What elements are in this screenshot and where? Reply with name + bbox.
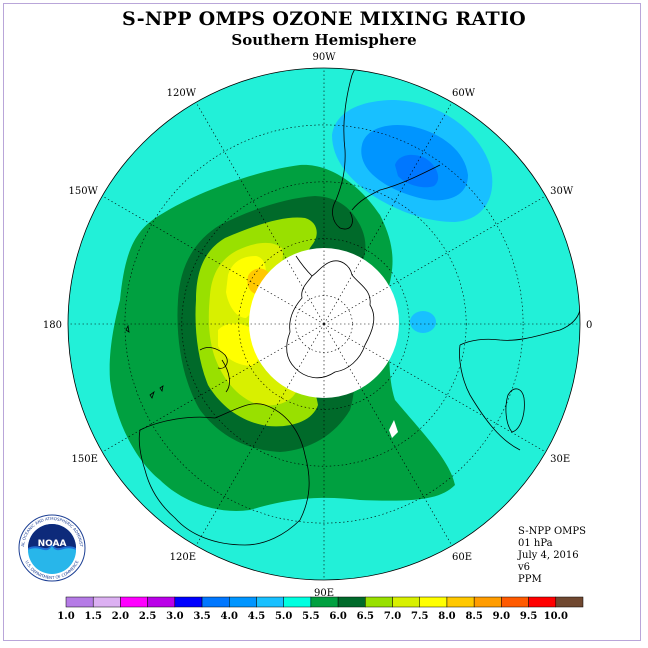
colorbar-swatch: [446, 596, 475, 608]
meridian-line: [323, 323, 546, 453]
info-date: July 4, 2016: [518, 550, 579, 561]
colorbar-swatch: [201, 596, 230, 608]
logo-wave-icon: [28, 546, 76, 574]
contour-3-5-region: [395, 154, 439, 188]
longitude-label: 120E: [170, 552, 196, 563]
longitude-label: 120W: [167, 88, 197, 99]
south-america-coast: [332, 68, 391, 230]
latitude-circle: [181, 181, 467, 467]
colorbar-label: 2.0: [112, 611, 129, 622]
antarctica-coast: [286, 255, 375, 379]
meridian-line: [102, 195, 325, 325]
colorbar-label: 5.0: [275, 611, 292, 622]
meridian-line: [102, 323, 325, 453]
longitude-label: 90W: [312, 52, 336, 63]
colorbar-swatch: [65, 596, 94, 608]
contour-4-5-spot: [410, 311, 436, 333]
colorbar-swatch: [92, 596, 121, 608]
australia-coast: [138, 403, 310, 546]
colorbar-label: 8.0: [438, 611, 455, 622]
colorbar-label: 4.0: [221, 611, 238, 622]
info-block: S-NPP OMPS 01 hPa July 4, 2016 v6 PPM: [518, 526, 586, 586]
new-zealand-coast: [199, 347, 230, 393]
logo-bird-icon: [28, 524, 76, 549]
longitude-label: 0: [586, 320, 592, 331]
longitude-label: 60E: [452, 552, 472, 563]
colorbar-swatch: [392, 596, 420, 608]
colorbar-label: 8.5: [465, 611, 482, 622]
meridian-line: [195, 102, 325, 325]
colorbar-label: 1.0: [57, 611, 74, 622]
colorbar-label: 9.0: [493, 611, 510, 622]
graticule: [68, 68, 580, 580]
colorbar-label: 10.0: [544, 611, 568, 622]
colorbar-label: 2.5: [139, 611, 156, 622]
figure-border: [3, 3, 641, 641]
colorbar-swatch: [365, 596, 393, 608]
info-version: v6: [518, 562, 531, 573]
colorbar-swatch: [174, 596, 203, 608]
colorbar-swatch: [256, 596, 284, 608]
madagascar-coast: [505, 388, 525, 433]
island-coast: [125, 324, 164, 399]
figure-subtitle: Southern Hemisphere: [231, 31, 417, 49]
africa-coast: [459, 309, 580, 451]
colorbar-label: 7.0: [384, 611, 401, 622]
longitude-label: 150W: [69, 186, 99, 197]
longitude-label: 30W: [550, 186, 574, 197]
info-level: 01 hPa: [518, 538, 553, 549]
meridian-line: [323, 323, 453, 546]
colorbar-label: 1.5: [85, 611, 102, 622]
colorbar-labels: 1.0 1.5 2.0 2.5 3.0 3.5 4.0 4.5 5.0 5.5 6.0 6.5 7.0 7…: [57, 611, 568, 622]
colorbar-label: 6.0: [329, 611, 346, 622]
colorbar-label: 6.5: [357, 611, 374, 622]
longitude-label: 180: [43, 320, 62, 331]
longitude-label: 150E: [72, 454, 98, 465]
colorbar-swatch: [528, 596, 557, 608]
longitude-labels: 90W 60W 30W 0 30E 60E 90E 120E 150E 180 150W 120W: [43, 52, 592, 599]
contour-5-0-spot: [389, 420, 398, 438]
colorbar-label: 3.5: [193, 611, 210, 622]
colorbar-swatch: [555, 596, 584, 608]
colorbar-swatch: [147, 596, 176, 608]
noaa-logo: NOAA NATIONAL OCEANIC AND ATMOSPHERIC AD…: [18, 514, 86, 582]
coastlines: [125, 68, 580, 546]
colorbar-label: 9.5: [520, 611, 537, 622]
colorbar-swatch: [229, 596, 257, 608]
colorbar-swatch: [473, 596, 502, 608]
figure-title: S-NPP OMPS OZONE MIXING RATIO: [121, 8, 527, 30]
meridian-line: [323, 102, 453, 325]
colorbar-label: 4.5: [248, 611, 265, 622]
info-instrument: S-NPP OMPS: [518, 526, 586, 537]
colorbar-label: 3.0: [166, 611, 183, 622]
south-america-east: [351, 164, 441, 211]
longitude-label: 30E: [550, 454, 570, 465]
colorbar-label: 7.5: [411, 611, 428, 622]
colorbar-swatches: [65, 596, 584, 608]
colorbar-swatch: [501, 596, 529, 608]
meridian-line: [323, 195, 546, 325]
colorbar-swatch: [310, 596, 339, 608]
info-units: PPM: [518, 574, 542, 585]
latitude-circle: [124, 124, 524, 524]
colorbar-label: 5.5: [302, 611, 319, 622]
longitude-label: 60W: [452, 88, 476, 99]
contour-7-5-region-south: [218, 323, 261, 366]
colorbar-swatch: [283, 596, 312, 608]
longitude-label: 90E: [314, 588, 334, 599]
meridian-line: [195, 323, 325, 546]
logo-text: NOAA: [38, 539, 67, 549]
colorbar-swatch: [120, 596, 148, 608]
colorbar-swatch: [337, 596, 366, 608]
colorbar-swatch: [419, 596, 448, 608]
